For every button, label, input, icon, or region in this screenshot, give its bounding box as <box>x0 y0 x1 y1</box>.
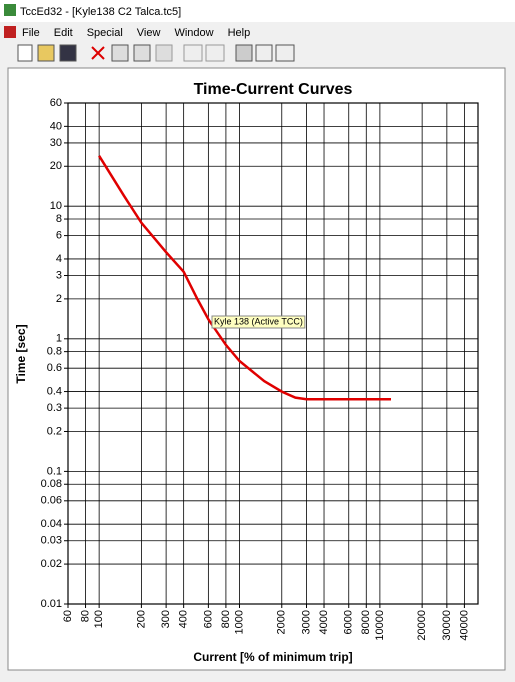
app-icon <box>4 4 16 16</box>
menu-item[interactable]: Special <box>87 27 123 39</box>
window-title: TccEd32 - [Kyle138 C2 Talca.tc5] <box>20 6 181 18</box>
y-tick-label: 30 <box>50 137 62 149</box>
x-tick-label: 40000 <box>458 610 470 641</box>
menu-item[interactable]: Help <box>228 27 251 39</box>
plot: 0.01 0.02 0.03 0.04 0.06 0.080.1 0.2 0.3 0.4 0.6 0… <box>41 97 479 641</box>
x-tick-label: 2000 <box>276 610 288 634</box>
x-tick-label: 300 <box>160 610 172 628</box>
plot-frame <box>67 102 479 605</box>
y-tick-label: 0.03 <box>41 535 62 547</box>
y-axis-label: Time [sec] <box>14 324 28 383</box>
x-tick-label: 3000 <box>300 610 312 634</box>
y-tick-label: 8 <box>56 213 62 225</box>
chart-title: Time-Current Curves <box>194 81 353 98</box>
x-tick-label: 20000 <box>416 610 428 641</box>
back-button[interactable] <box>183 44 203 62</box>
y-tick-label: 1 <box>56 333 62 345</box>
curve-label-background <box>211 315 306 329</box>
y-tick-label: 6 <box>56 230 62 242</box>
y-tick-label: 0.06 <box>41 495 62 507</box>
y-tick-label: 0.02 <box>41 558 62 570</box>
y-tick-label: 60 <box>50 97 62 109</box>
x-tick-label: 60 <box>62 610 74 622</box>
x-tick-label: 800 <box>220 610 232 628</box>
y-tick-label: 0.01 <box>41 598 62 610</box>
y-tick-label: 0.4 <box>47 385 62 397</box>
x-tick-label: 200 <box>135 610 147 628</box>
y-tick-label: 0.08 <box>41 478 62 490</box>
menu-item[interactable]: View <box>137 27 161 39</box>
y-tick-label: 0.2 <box>47 425 62 437</box>
menu-bar: File Edit Special View Window Help <box>22 27 250 39</box>
menu-item[interactable]: File <box>22 27 40 39</box>
menu-item[interactable]: Window <box>174 27 213 39</box>
x-tick-label: 600 <box>202 610 214 628</box>
toolbar <box>17 44 295 62</box>
save-button[interactable] <box>59 44 77 62</box>
x-tick-label: 400 <box>178 610 190 628</box>
y-tick-label: 3 <box>56 269 62 281</box>
x-tick-label: 80 <box>79 610 91 622</box>
y-tick-label: 0.8 <box>47 346 62 358</box>
y-tick-label: 0.04 <box>41 518 62 530</box>
curve <box>98 155 391 401</box>
x-tick-label: 10000 <box>374 610 386 641</box>
x-tick-label: 100 <box>93 610 105 628</box>
menu-item[interactable]: Edit <box>54 27 73 39</box>
y-tick-label: 20 <box>50 160 62 172</box>
y-tick-label: 0.1 <box>47 465 62 477</box>
doc-icon <box>4 26 16 38</box>
help-button[interactable] <box>255 44 273 62</box>
open-button[interactable] <box>37 44 55 62</box>
x-tick-label: 4000 <box>318 610 330 634</box>
cut-button[interactable] <box>111 44 129 62</box>
y-tick-label: 2 <box>56 293 62 305</box>
forward-button[interactable] <box>205 44 225 62</box>
y-tick-label: 4 <box>56 253 62 265</box>
y-tick-label: 0.3 <box>47 402 62 414</box>
new-button[interactable] <box>17 44 33 62</box>
paste-button[interactable] <box>155 44 173 62</box>
chart-panel <box>7 67 506 671</box>
context-help-button[interactable] <box>275 44 295 62</box>
title-bar <box>0 0 515 22</box>
x-tick-label: 30000 <box>441 610 453 641</box>
y-tick-label: 40 <box>50 120 62 132</box>
delete-button[interactable] <box>91 46 105 60</box>
curve-label: Kyle 138 (Active TCC) <box>214 316 303 326</box>
x-tick-label: 6000 <box>343 610 355 634</box>
x-tick-label: 8000 <box>360 610 372 634</box>
y-tick-label: 0.6 <box>47 362 62 374</box>
x-tick-label: 1000 <box>233 610 245 634</box>
print-button[interactable] <box>235 44 253 62</box>
copy-button[interactable] <box>133 44 151 62</box>
x-axis-label: Current [% of minimum trip] <box>193 650 352 664</box>
y-tick-label: 10 <box>50 200 62 212</box>
